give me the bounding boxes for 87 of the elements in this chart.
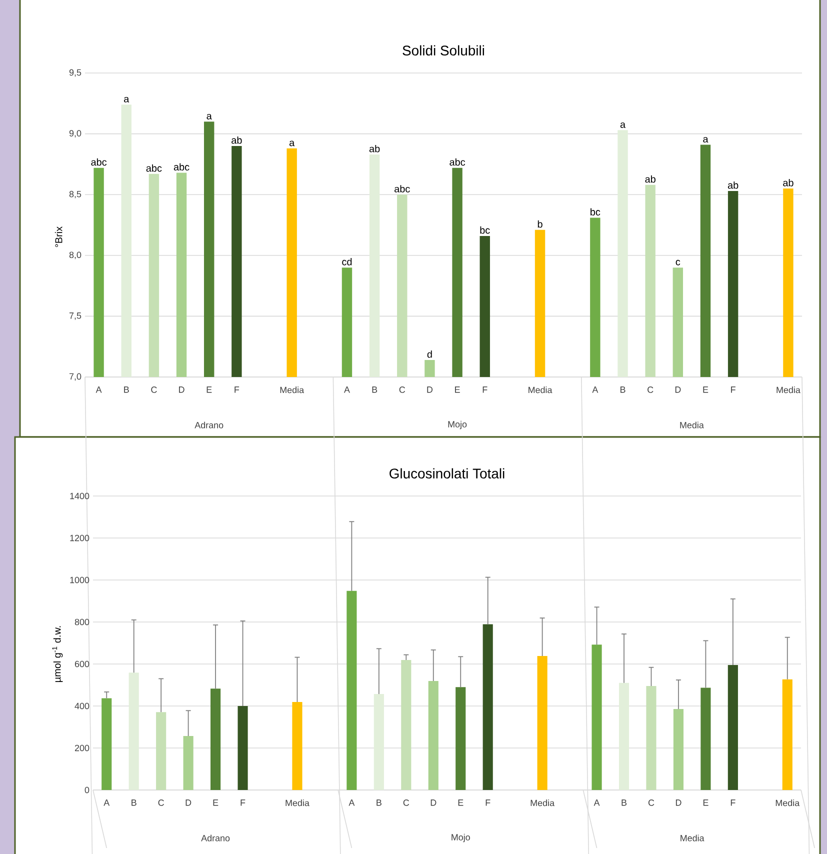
x-tick-label: E	[703, 800, 708, 806]
text: Adrano	[194, 422, 224, 428]
y-tick-label: 7,5	[69, 312, 82, 320]
x-tick-label: A	[592, 386, 598, 393]
x-tick-label: Media	[776, 386, 800, 394]
x-tick-label: C	[158, 800, 164, 806]
x-tick-label: A	[594, 800, 600, 806]
x-tick-label: B	[376, 800, 382, 806]
data-label: abc	[146, 164, 162, 172]
x-tick-label: Media	[776, 800, 800, 806]
x-tick-label: B	[622, 800, 627, 806]
y-tick-label: 7,0	[69, 373, 82, 381]
data-label: cd	[342, 258, 352, 266]
data-label: b	[538, 220, 542, 228]
x-tick-label: F	[486, 800, 490, 806]
x-tick-label: Media	[530, 800, 555, 806]
text: Mojo	[452, 834, 470, 842]
x-tick-label: F	[234, 386, 240, 393]
x-tick-label: C	[648, 386, 654, 393]
x-tick-label: D	[179, 386, 184, 393]
y-tick-label: 1400	[70, 492, 90, 500]
x-tick-label: E	[703, 386, 708, 393]
x-tick-label: E	[458, 800, 464, 806]
x-tick-label: E	[213, 800, 218, 806]
data-label: ab	[369, 144, 380, 152]
y-tick-label: 1200	[70, 534, 90, 542]
y-tick-label: 600	[74, 660, 90, 668]
x-tick-label: A	[96, 386, 102, 393]
chart-title: Solidi Solubili	[402, 45, 484, 56]
data-label: ab	[728, 181, 738, 189]
x-tick-label: Media	[286, 800, 310, 806]
y-tick-label: 0	[84, 786, 90, 794]
x-tick-label: C	[151, 386, 157, 393]
data-label: ab	[783, 179, 794, 186]
y-tick-label: 1000	[70, 576, 90, 584]
y-tick-label: 800	[74, 618, 90, 626]
text: Media	[680, 834, 704, 842]
x-tick-label: Media	[528, 386, 552, 394]
data-label: abc	[394, 185, 410, 192]
x-tick-label: F	[240, 800, 246, 806]
x-tick-label: Media	[280, 386, 304, 394]
data-label: abc	[450, 158, 466, 166]
x-tick-label: D	[675, 386, 681, 393]
data-label: a	[206, 114, 212, 120]
x-tick-label: E	[455, 386, 460, 393]
x-tick-label: A	[104, 800, 110, 806]
data-label: a	[703, 137, 708, 143]
data-label: bc	[590, 208, 600, 216]
x-tick-label: C	[403, 800, 410, 806]
x-tick-label: D	[186, 800, 192, 806]
chart-title: Glucosinolati Totali	[390, 468, 504, 479]
data-label: d	[427, 350, 432, 358]
x-tick-label: A	[344, 386, 350, 393]
y-axis-title: µmol g$^{-1}$ d.w.	[52, 626, 63, 682]
text: Media	[680, 422, 704, 428]
y-tick-label: 9,5	[69, 69, 82, 77]
x-tick-label: B	[620, 386, 626, 393]
data-label: a	[289, 140, 295, 146]
data-label: a	[620, 122, 626, 128]
y-tick-label: 400	[74, 702, 90, 710]
data-label: ab	[232, 136, 242, 144]
y-tick-label: 9,0	[69, 130, 82, 138]
x-tick-label: B	[124, 386, 129, 393]
x-tick-label: F	[482, 386, 488, 393]
x-tick-label: F	[731, 386, 736, 393]
y-tick-label: 8,5	[69, 190, 82, 198]
x-tick-label: E	[206, 386, 212, 393]
x-tick-label: F	[730, 800, 736, 806]
x-tick-label: C	[648, 800, 654, 806]
x-tick-label: D	[427, 386, 433, 393]
x-tick-label: D	[430, 800, 436, 806]
data-label: abc	[174, 163, 190, 171]
data-label: bc	[480, 226, 490, 234]
x-tick-label: C	[399, 386, 406, 393]
y-axis-title: °Brix	[54, 226, 62, 247]
y-tick-label: 200	[74, 744, 90, 752]
data-label: ab	[645, 175, 656, 183]
x-tick-label: A	[348, 800, 355, 806]
x-tick-label: D	[676, 800, 682, 806]
x-tick-label: B	[132, 800, 136, 806]
x-tick-label: B	[372, 386, 378, 393]
data-label: abc	[91, 158, 107, 166]
text: Adrano	[201, 834, 230, 842]
y-tick-label: 8,0	[69, 252, 82, 260]
text: Mojo	[448, 420, 467, 430]
data-label: a	[124, 96, 130, 102]
data-label: c	[676, 260, 680, 266]
